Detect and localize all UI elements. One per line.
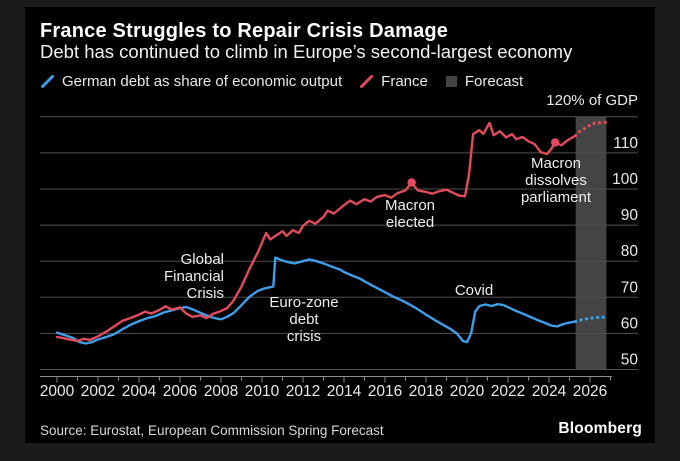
x-tick-label: 2014 [327, 383, 362, 400]
y-tick-label: 80 [621, 243, 639, 260]
x-tick-label: 2002 [81, 383, 115, 400]
page-subtitle: Debt has continued to climb in Europe’s … [40, 41, 573, 62]
france-line-icon [360, 75, 374, 88]
legend-item-france: France [359, 73, 428, 90]
source-note: Source: Eurostat, European Commission Sp… [40, 423, 384, 438]
france-event-dot [407, 178, 416, 187]
x-tick-label: 2012 [286, 383, 320, 400]
legend-item-forecast: Forecast [445, 73, 523, 90]
page-title: France Struggles to Repair Crisis Damage [40, 20, 449, 42]
annotation-macron-elected: Macron elected [384, 197, 436, 231]
forecast-band [575, 116, 607, 370]
germany-line-icon [41, 75, 54, 88]
y-axis-unit-label: 120% of GDP [546, 92, 638, 109]
legend-label-germany: German debt as share of economic output [62, 73, 343, 90]
y-tick-label: 50 [621, 352, 639, 369]
x-tick-label: 2004 [122, 383, 157, 400]
annotation-macron-dissolves-parliament: Macron dissolves parliament [520, 155, 592, 206]
legend-label-france: France [381, 73, 428, 90]
y-tick-label: 60 [621, 315, 639, 332]
x-tick-label: 2006 [163, 383, 197, 400]
x-tick-label: 2018 [409, 383, 443, 400]
x-tick-label: 2008 [204, 383, 238, 400]
y-tick-label: 70 [621, 279, 639, 296]
x-tick-label: 2016 [368, 383, 402, 400]
annotation-covid: Covid [454, 282, 494, 299]
y-tick-label: 90 [621, 207, 639, 224]
germany-line [55, 256, 577, 345]
x-tick-label: 2026 [573, 383, 607, 400]
france-event-dot [550, 138, 560, 147]
bloomberg-logo: Bloomberg [558, 420, 642, 437]
x-tick-label: 2010 [245, 383, 280, 400]
y-tick-label: 110 [613, 135, 638, 152]
annotation-global-financial-crisis: Global Financial Crisis [163, 251, 224, 302]
france-forecast-line [573, 120, 609, 138]
annotation-eurozone-debt-crisis: Euro-zone debt crisis [269, 294, 339, 345]
x-tick-label: 2020 [450, 383, 485, 400]
x-tick-label: 2000 [40, 383, 75, 400]
chart-legend: German debt as share of economic output … [40, 73, 523, 90]
legend-label-forecast: Forecast [464, 73, 524, 90]
legend-item-germany: German debt as share of economic output [40, 73, 342, 90]
x-tick-label: 2024 [532, 383, 567, 400]
germany-forecast-line [573, 315, 609, 324]
x-tick-label: 2022 [491, 383, 525, 400]
france-line [55, 121, 577, 343]
y-tick-label: 100 [612, 171, 638, 188]
forecast-swatch-icon [445, 76, 457, 87]
